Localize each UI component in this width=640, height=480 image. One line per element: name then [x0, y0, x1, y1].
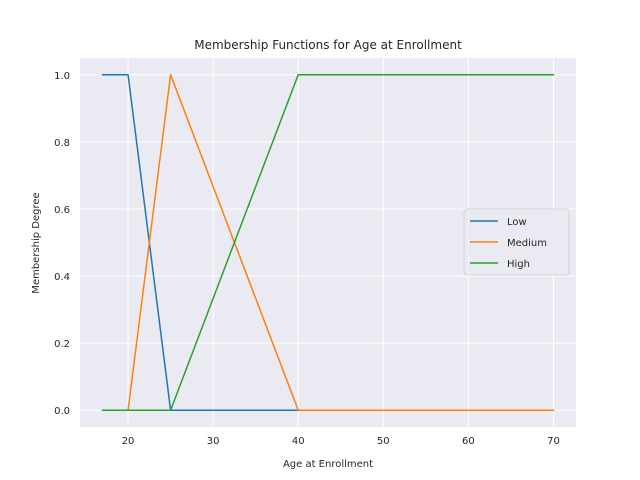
- y-tick-label: 0.0: [54, 406, 70, 417]
- x-tick-label: 70: [547, 436, 560, 447]
- x-tick-label: 60: [462, 436, 475, 447]
- x-tick-label: 50: [377, 436, 390, 447]
- x-axis-label: Age at Enrollment: [283, 459, 373, 470]
- legend-label-medium: Medium: [507, 238, 547, 249]
- legend: Low Medium High: [463, 208, 570, 276]
- y-tick-label: 0.2: [54, 339, 70, 350]
- series-group: [101, 74, 555, 411]
- x-tick-label: 40: [292, 436, 305, 447]
- y-tick-label: 1.0: [54, 71, 70, 82]
- y-axis-label: Membership Degree: [31, 192, 42, 293]
- legend-label-low: Low: [507, 217, 527, 228]
- y-tick-label: 0.6: [54, 205, 70, 216]
- y-tick-labels: 0.0 0.2 0.4 0.6 0.8 1.0: [54, 71, 70, 417]
- chart-title: Membership Functions for Age at Enrollme…: [194, 38, 462, 52]
- x-tick-label: 30: [207, 436, 220, 447]
- x-tick-label: 20: [122, 436, 135, 447]
- x-tick-labels: 20 30 40 50 60 70: [122, 436, 560, 447]
- y-tick-label: 0.8: [54, 138, 70, 149]
- legend-frame: [463, 208, 570, 276]
- y-tick-label: 0.4: [54, 272, 70, 283]
- series-line-high: [101, 74, 555, 411]
- legend-label-high: High: [507, 259, 530, 270]
